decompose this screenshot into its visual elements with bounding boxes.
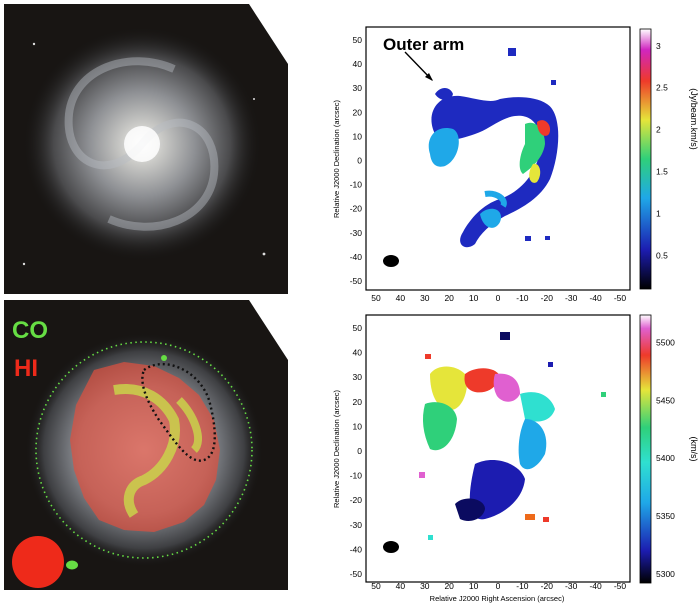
hi-label: HI [14,355,38,382]
x-tick-label: 40 [396,293,406,303]
y-tick-label: 50 [353,35,363,45]
hi-beam [12,536,64,588]
velocity-emission [419,332,606,540]
field-of-view-circle [35,341,253,559]
x-tick-label: 20 [444,581,454,591]
emission-map [428,48,559,248]
colorbar-tick-label: 5450 [656,395,675,405]
star [32,42,36,46]
colorbar-tick-label: 0.5 [656,250,668,260]
y-tick-label: -10 [350,180,363,190]
x-tick-label: -10 [516,581,529,591]
arrow-head [425,73,433,81]
x-tick-label: -20 [541,581,554,591]
x-tick-label: -30 [565,581,578,591]
outer-arm-label: Outer arm [383,35,464,54]
x-tick-label: 40 [396,581,406,591]
x-tick-label: 30 [420,581,430,591]
x-tick-labels: 50 40 30 20 10 0 -10 -20 -30 -40 -50 [371,293,626,303]
x-tick-label: 20 [444,293,454,303]
x-tick-label: -40 [589,581,602,591]
plot-frame [365,26,631,291]
colorbar-tick-label: 5300 [656,569,675,579]
star [262,252,266,256]
colorbar-tick-label: 1 [656,209,661,219]
y-tick-label: 30 [353,372,363,382]
x-axis-label: Relative J2000 Right Ascension (arcsec) [430,594,565,603]
y-tick-label: 20 [353,107,363,117]
x-tick-label: 0 [496,293,501,303]
x-tick-label: 50 [371,581,381,591]
x-tick-label: 30 [420,293,430,303]
y-tick-label: 30 [353,83,363,93]
y-tick-label: -40 [350,544,363,554]
x-tick-label: 50 [371,293,381,303]
y-tick-label: -20 [350,495,363,505]
y-tick-label: -30 [350,520,363,530]
y-tick-label: -30 [350,228,363,238]
y-tick-label: -50 [350,276,363,286]
x-tick-labels: 50 40 30 20 10 0 -10 -20 -30 -40 -50 [371,581,626,591]
x-tick-label: -10 [516,293,529,303]
y-tick-label: -10 [350,471,363,481]
y-tick-label: 0 [357,446,362,456]
colorbar-label: (km/s) [689,437,699,462]
co-emission [161,355,167,361]
plot-frame [365,314,631,583]
co-beam [66,560,78,570]
colorbar-tick-label: 1.5 [656,167,668,177]
star [22,262,26,266]
colorbar-ticks: 3 2.5 2 1.5 1 0.5 [656,41,668,261]
x-tick-label: 10 [469,293,479,303]
co-label: CO [12,317,48,344]
y-tick-labels: 50 40 30 20 10 0 -10 -20 -30 -40 -50 [350,323,363,579]
star [253,98,255,100]
y-tick-label: 10 [353,131,363,141]
y-tick-label: 0 [357,156,362,166]
co-intensity-map: Outer arm Relative J2000 Declination (ar… [325,4,700,304]
y-axis-label: Relative J2000 Declination (arcsec) [332,100,341,218]
colorbar-tick-label: 5350 [656,511,675,521]
x-tick-label: -30 [565,293,578,303]
y-tick-label: 40 [353,348,363,358]
optical-galaxy-image [4,4,288,294]
colorbar [639,314,652,584]
y-tick-label: -50 [350,569,363,579]
colorbar-tick-label: 5400 [656,453,675,463]
spiral-arm [107,118,219,231]
y-tick-label: -40 [350,252,363,262]
x-tick-label: -40 [589,293,602,303]
co-emission [113,384,180,518]
colorbar [639,28,652,290]
colorbar-tick-label: 5500 [656,338,675,348]
x-tick-label: -50 [614,293,627,303]
colorbar-tick-label: 3 [656,41,661,51]
x-tick-label: 10 [469,581,479,591]
x-tick-label: 0 [496,581,501,591]
colorbar-label: (Jy/beam.km/s) [689,88,699,150]
x-tick-label: -20 [541,293,554,303]
beam [383,541,399,553]
co-emission [176,397,202,453]
y-tick-labels: 50 40 30 20 10 0 -10 -20 -30 -40 -50 [350,35,363,286]
x-tick-label: -50 [614,581,627,591]
y-tick-label: 50 [353,323,363,333]
colorbar-tick-label: 2.5 [656,83,668,93]
y-tick-label: 40 [353,59,363,69]
y-tick-label: -20 [350,204,363,214]
colorbar-ticks: 5500 5450 5400 5350 5300 [656,338,675,579]
outer-arm-contour [141,362,216,462]
y-axis-label: Relative J2000 Declination (arcsec) [332,390,341,508]
beam [383,255,399,267]
y-tick-label: 20 [353,397,363,407]
y-tick-label: 10 [353,421,363,431]
spiral-arm [64,57,176,170]
velocity-field-map: Relative J2000 Declination (arcsec) Rela… [325,304,700,606]
co-hi-overlay-image: CO HI [4,300,288,590]
colorbar-tick-label: 2 [656,125,661,135]
galaxy-nucleus [124,126,160,162]
